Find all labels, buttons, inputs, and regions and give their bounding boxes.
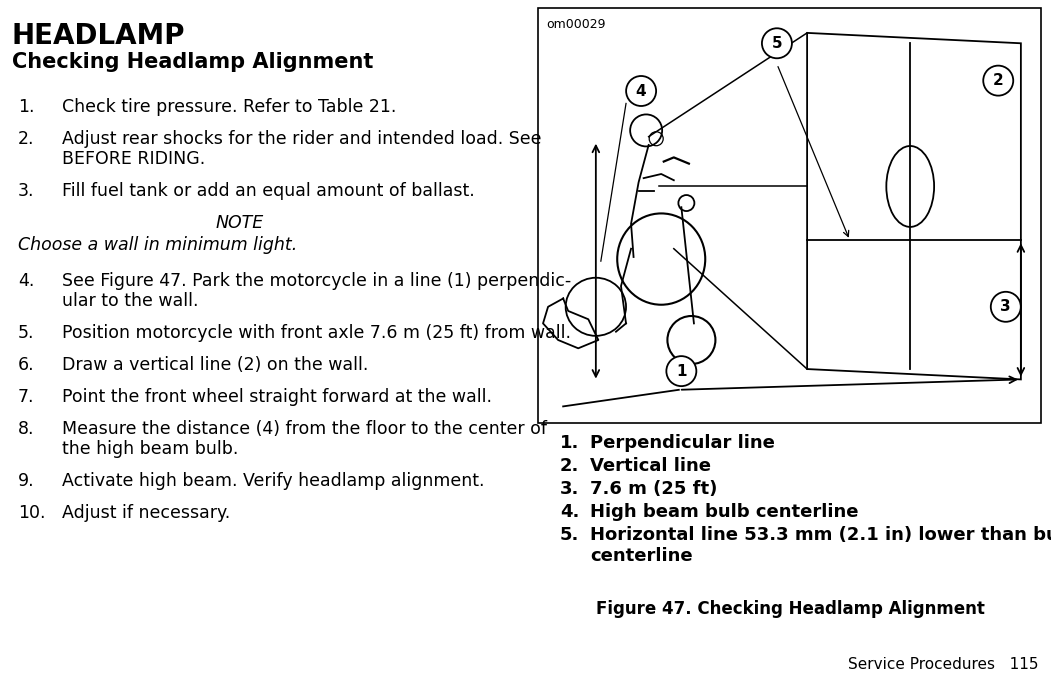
Text: Perpendicular line: Perpendicular line: [590, 434, 775, 452]
Text: 2.: 2.: [560, 457, 579, 475]
Text: NOTE: NOTE: [215, 214, 264, 232]
Text: om00029: om00029: [547, 18, 605, 31]
Text: Position motorcycle with front axle 7.6 m (25 ft) from wall.: Position motorcycle with front axle 7.6 …: [62, 324, 571, 342]
Text: Check tire pressure. Refer to Table 21.: Check tire pressure. Refer to Table 21.: [62, 98, 396, 116]
Text: Horizontal line 53.3 mm (2.1 in) lower than bulb: Horizontal line 53.3 mm (2.1 in) lower t…: [590, 526, 1051, 544]
Text: Checking Headlamp Alignment: Checking Headlamp Alignment: [12, 52, 373, 72]
Text: Adjust if necessary.: Adjust if necessary.: [62, 504, 230, 522]
Text: 4: 4: [636, 84, 646, 99]
Text: ular to the wall.: ular to the wall.: [62, 292, 199, 310]
Circle shape: [626, 76, 656, 106]
Text: BEFORE RIDING.: BEFORE RIDING.: [62, 150, 205, 168]
Text: Vertical line: Vertical line: [590, 457, 710, 475]
Text: 3: 3: [1001, 299, 1011, 314]
Text: Measure the distance (4) from the floor to the center of: Measure the distance (4) from the floor …: [62, 420, 547, 438]
Text: 1.: 1.: [560, 434, 579, 452]
Text: 4.: 4.: [560, 503, 579, 521]
Text: 2.: 2.: [18, 130, 35, 148]
Text: 3.: 3.: [560, 480, 579, 498]
Circle shape: [762, 28, 791, 58]
Text: 10.: 10.: [18, 504, 45, 522]
Text: 1: 1: [676, 364, 686, 379]
Text: 4.: 4.: [18, 272, 35, 290]
Text: 5.: 5.: [18, 324, 35, 342]
Text: Fill fuel tank or add an equal amount of ballast.: Fill fuel tank or add an equal amount of…: [62, 182, 475, 200]
Text: the high beam bulb.: the high beam bulb.: [62, 440, 239, 458]
Text: High beam bulb centerline: High beam bulb centerline: [590, 503, 859, 521]
Text: 3.: 3.: [18, 182, 35, 200]
Text: 5: 5: [771, 36, 782, 51]
Text: centerline: centerline: [590, 547, 693, 565]
Text: 8.: 8.: [18, 420, 35, 438]
Text: 7.: 7.: [18, 388, 35, 406]
Text: Service Procedures   115: Service Procedures 115: [847, 657, 1038, 672]
Circle shape: [991, 292, 1021, 322]
Text: Draw a vertical line (2) on the wall.: Draw a vertical line (2) on the wall.: [62, 356, 368, 374]
Text: 6.: 6.: [18, 356, 35, 374]
Text: See Figure 47. Park the motorcycle in a line (1) perpendic-: See Figure 47. Park the motorcycle in a …: [62, 272, 572, 290]
Text: 7.6 m (25 ft): 7.6 m (25 ft): [590, 480, 718, 498]
Text: 5.: 5.: [560, 526, 579, 544]
Text: Point the front wheel straight forward at the wall.: Point the front wheel straight forward a…: [62, 388, 492, 406]
Text: Choose a wall in minimum light.: Choose a wall in minimum light.: [18, 236, 297, 254]
Text: Figure 47. Checking Headlamp Alignment: Figure 47. Checking Headlamp Alignment: [596, 600, 985, 618]
Circle shape: [666, 356, 697, 386]
Text: 9.: 9.: [18, 472, 35, 490]
Text: Adjust rear shocks for the rider and intended load. See: Adjust rear shocks for the rider and int…: [62, 130, 541, 148]
Bar: [538, 8, 1040, 423]
Circle shape: [984, 66, 1013, 96]
Text: 1.: 1.: [18, 98, 35, 116]
Text: Activate high beam. Verify headlamp alignment.: Activate high beam. Verify headlamp alig…: [62, 472, 485, 490]
Text: HEADLAMP: HEADLAMP: [12, 22, 185, 50]
Text: 2: 2: [993, 73, 1004, 88]
